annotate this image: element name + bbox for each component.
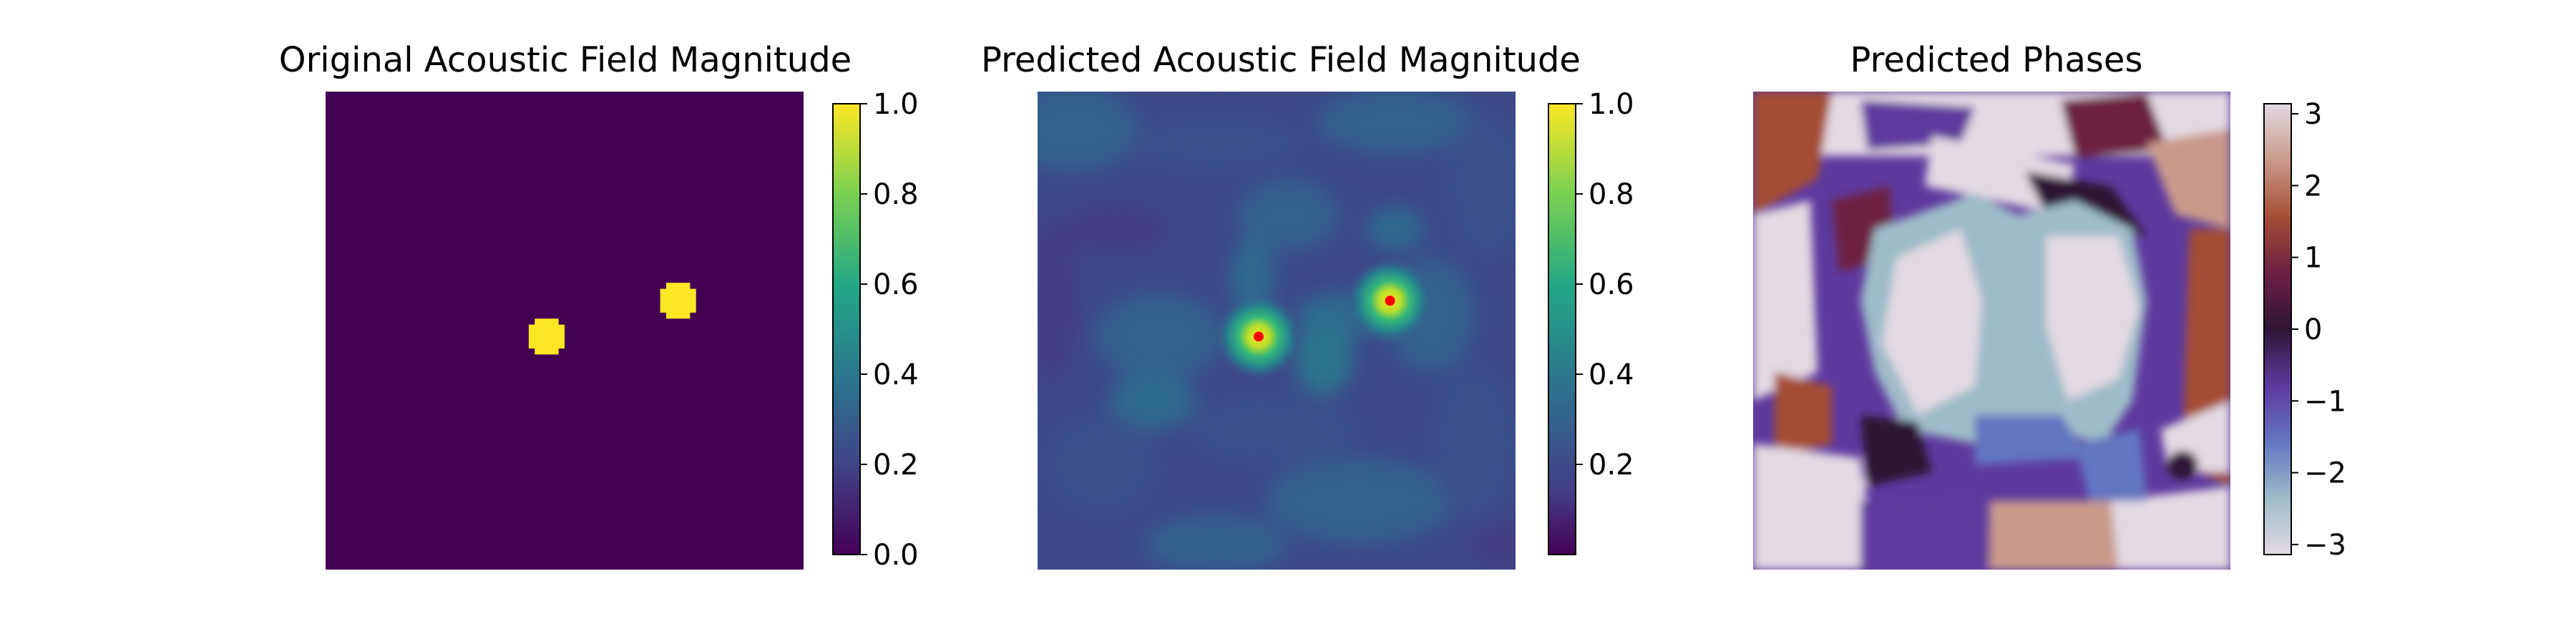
colorbar-tick-label: 0.2 xyxy=(873,449,919,482)
colorbar-tick-label: 0.6 xyxy=(1589,268,1634,301)
colorbar-tick-label: 1.0 xyxy=(873,88,919,121)
colorbar-tick-label: 3 xyxy=(2304,98,2322,131)
colorbar-gradient xyxy=(1548,103,1576,555)
focal-point-2 xyxy=(660,283,696,319)
colorbar-tick-label: −1 xyxy=(2304,385,2346,418)
colorbar-tick-label: −3 xyxy=(2304,529,2346,562)
colorbar-tick-label: 1.0 xyxy=(1589,88,1634,121)
colorbar: 0.2 0.4 0.6 0.8 1.0 xyxy=(1548,88,1634,555)
colorbar-tick-label: 0.2 xyxy=(1589,449,1634,482)
panel-original-magnitude: Original Acoustic Field Magnitude 0.0 0.2… xyxy=(279,40,919,572)
focal-points-layer xyxy=(1214,256,1435,381)
colorbar-gradient xyxy=(832,103,861,555)
colorbar-tick-label: 0.4 xyxy=(1589,358,1634,391)
focal-marker xyxy=(1253,331,1264,342)
colorbar-tick-label: −2 xyxy=(2304,457,2346,490)
colorbar-tick-label: 0.6 xyxy=(873,268,919,301)
heatmap-image xyxy=(1753,92,2230,570)
chart-title: Predicted Phases xyxy=(1850,40,2143,80)
focal-points-layer xyxy=(528,283,696,355)
focal-point-1 xyxy=(1214,292,1303,381)
colorbar: 0.0 0.2 0.4 0.6 0.8 1.0 xyxy=(832,88,919,572)
colorbar-tick-label: 1 xyxy=(2304,242,2322,275)
colorbar-tick-label: 0.4 xyxy=(873,358,919,391)
focal-point-2 xyxy=(1345,256,1435,346)
colorbar-tick-label: 0 xyxy=(2304,313,2322,346)
colorbar-tick-label: 0.8 xyxy=(1589,178,1634,211)
colorbar-tick-label: 0.0 xyxy=(873,539,919,572)
chart-title: Original Acoustic Field Magnitude xyxy=(279,40,852,80)
panel-predicted-magnitude: Predicted Acoustic Field Magnitude xyxy=(981,40,1634,570)
heatmap-image xyxy=(1038,92,1516,570)
colorbar-tick-label: 2 xyxy=(2304,170,2322,203)
focal-point-1 xyxy=(528,318,565,355)
focal-marker xyxy=(1385,296,1395,306)
panel-predicted-phases: Predicted Phases xyxy=(1753,40,2346,570)
colorbar-tick-label: 0.8 xyxy=(873,178,919,211)
chart-title: Predicted Acoustic Field Magnitude xyxy=(981,40,1581,80)
colorbar: 3 2 1 0 −1 −2 −3 xyxy=(2263,98,2346,562)
colorbar-gradient xyxy=(2263,103,2292,555)
